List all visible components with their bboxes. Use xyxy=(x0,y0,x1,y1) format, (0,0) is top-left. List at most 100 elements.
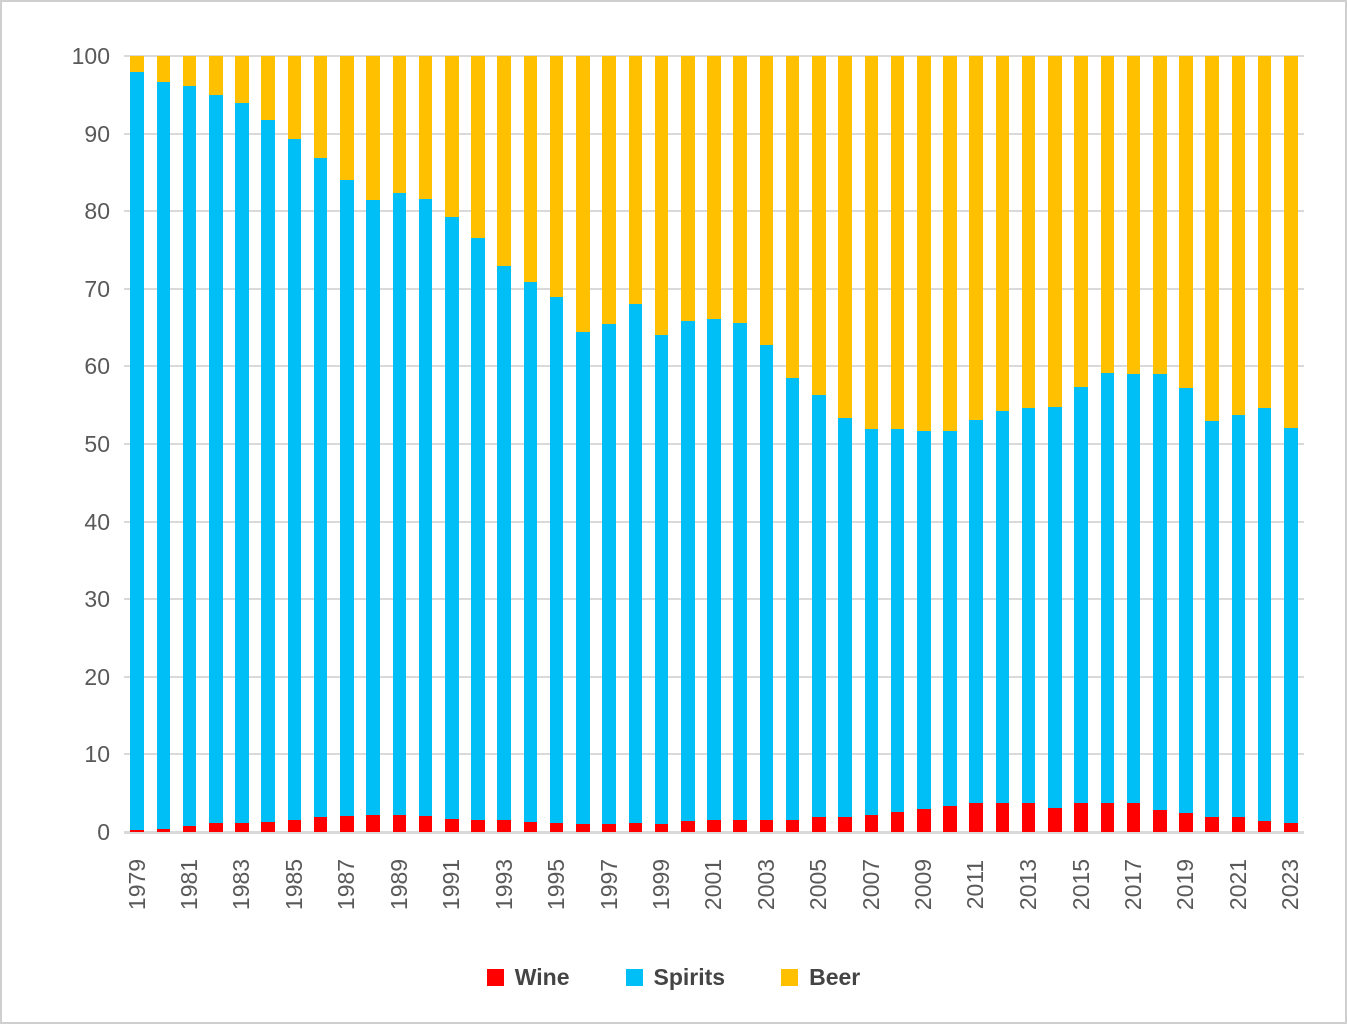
bar-segment-wine-2016 xyxy=(1100,802,1115,832)
bar-segment-spirits-1979 xyxy=(130,72,144,830)
bar-segment-beer-1998 xyxy=(628,56,643,305)
bar-segment-spirits-1984 xyxy=(261,119,275,822)
y-axis-labels: 0 10 20 30 40 50 60 70 80 90 100 xyxy=(2,2,110,1022)
bar-segment-wine-1985 xyxy=(287,819,302,832)
bar-segment-beer-2014 xyxy=(1048,56,1062,407)
bar-segment-beer-2006 xyxy=(838,56,852,419)
bar-segment-spirits-1993 xyxy=(497,265,511,821)
bar-segment-spirits-2015 xyxy=(1074,387,1088,804)
x-tick-label-2001: 2001 xyxy=(701,842,727,926)
bar-segment-spirits-1991 xyxy=(445,217,459,819)
x-tick-label-text: 2021 xyxy=(1224,858,1251,910)
bar-segment-wine-2020 xyxy=(1205,817,1219,832)
x-tick-label-2003: 2003 xyxy=(753,842,779,926)
bar-segment-spirits-1990 xyxy=(418,198,433,817)
bar-segment-wine-1984 xyxy=(261,821,275,832)
legend-swatch-beer xyxy=(781,969,799,986)
bar-segment-spirits-2017 xyxy=(1126,374,1141,803)
bar-segment-wine-1980 xyxy=(156,828,171,832)
x-tick-label-1979: 1979 xyxy=(124,842,150,926)
bar-segment-beer-2017 xyxy=(1126,56,1141,375)
x-tick-label-text: 1999 xyxy=(648,858,675,910)
bar-segment-beer-2009 xyxy=(917,56,931,431)
bar-segment-wine-2002 xyxy=(733,820,747,832)
bar-segment-spirits-1981 xyxy=(182,86,197,826)
bar-segment-wine-2001 xyxy=(707,819,721,832)
x-tick-label-1993: 1993 xyxy=(491,842,517,926)
bar-segment-beer-1985 xyxy=(287,56,302,140)
x-tick-label-text: 2019 xyxy=(1172,858,1199,910)
x-tick-label-text: 2005 xyxy=(805,858,832,910)
x-tick-label-text: 2023 xyxy=(1277,858,1304,910)
bar-segment-wine-2021 xyxy=(1231,817,1246,832)
x-tick-label-1981: 1981 xyxy=(176,842,203,926)
bar-segment-beer-1987 xyxy=(340,56,354,181)
bar-segment-spirits-2005 xyxy=(812,395,826,818)
x-tick-label-2007: 2007 xyxy=(858,842,884,926)
bar-segment-wine-2000 xyxy=(681,821,695,832)
bar-segment-beer-1986 xyxy=(313,56,328,158)
x-tick-label-text: 2011 xyxy=(962,859,989,909)
bar-segment-wine-1990 xyxy=(418,816,433,832)
x-axis-line xyxy=(124,831,1304,834)
bar-segment-beer-1991 xyxy=(445,56,459,218)
bar-segment-beer-2018 xyxy=(1153,56,1167,375)
bar-segment-wine-2003 xyxy=(759,819,774,832)
bar-segment-wine-1999 xyxy=(654,824,669,832)
bar-segment-spirits-1995 xyxy=(549,297,564,824)
bar-segment-spirits-1994 xyxy=(523,281,538,822)
bar-segment-wine-2012 xyxy=(995,802,1010,832)
bar-segment-beer-1992 xyxy=(471,56,485,239)
x-tick-label-1985: 1985 xyxy=(281,842,307,926)
y-tick-label-50: 50 xyxy=(84,431,110,457)
bar-segment-spirits-2018 xyxy=(1153,374,1167,810)
y-tick-label-70: 70 xyxy=(84,275,110,302)
y-tick-label-20: 20 xyxy=(84,663,110,690)
x-tick-label-text: 1993 xyxy=(490,858,517,910)
y-tick-label-90: 90 xyxy=(84,120,110,147)
bar-segment-wine-1992 xyxy=(471,819,485,832)
x-tick-label-1997: 1997 xyxy=(596,842,622,926)
x-tick-label-2013: 2013 xyxy=(1015,842,1042,926)
bar-segment-wine-2010 xyxy=(943,805,957,832)
bar-segment-wine-1979 xyxy=(130,829,144,832)
bar-segment-wine-2014 xyxy=(1048,807,1062,832)
bar-segment-wine-1998 xyxy=(628,823,643,832)
bar-segment-wine-1996 xyxy=(576,824,590,832)
y-tick-label-30: 30 xyxy=(84,586,110,613)
bar-segment-spirits-2001 xyxy=(707,319,721,820)
bar-segment-beer-1995 xyxy=(549,56,564,298)
x-tick-label-text: 2013 xyxy=(1015,858,1042,910)
bar-segment-beer-2003 xyxy=(759,56,774,345)
y-tick-label-100: 100 xyxy=(71,43,110,69)
bar-segment-spirits-1998 xyxy=(628,304,643,824)
bar-segment-beer-1997 xyxy=(602,56,616,324)
bar-segment-wine-1987 xyxy=(340,816,354,832)
bar-segment-wine-1993 xyxy=(497,820,511,832)
bar-segment-beer-2022 xyxy=(1257,56,1272,408)
bar-segment-beer-1996 xyxy=(576,56,590,333)
bar-segment-beer-2015 xyxy=(1074,56,1088,388)
bar-segment-wine-2004 xyxy=(785,819,800,832)
bar-segment-beer-1993 xyxy=(497,56,511,266)
bar-segment-beer-2010 xyxy=(943,56,957,431)
x-tick-label-1989: 1989 xyxy=(386,842,412,926)
bar-segment-wine-2022 xyxy=(1257,821,1272,832)
bar-segment-beer-2019 xyxy=(1179,56,1193,389)
bar-segment-beer-2020 xyxy=(1205,56,1219,421)
x-tick-label-text: 1991 xyxy=(438,858,465,910)
x-tick-label-text: 2017 xyxy=(1120,858,1147,910)
legend-label-spirits: Spirits xyxy=(653,964,726,990)
bar-segment-wine-1994 xyxy=(523,821,538,832)
bar-segment-spirits-1989 xyxy=(392,193,407,815)
bar-segment-wine-2005 xyxy=(812,817,826,832)
bar-segment-spirits-1982 xyxy=(209,94,223,824)
bar-segment-wine-1986 xyxy=(313,817,328,832)
bar-segment-spirits-2014 xyxy=(1048,406,1062,808)
bar-segment-spirits-2022 xyxy=(1257,407,1272,822)
y-tick-label-0: 0 xyxy=(97,819,110,845)
bar-segment-beer-2011 xyxy=(969,56,983,420)
bar-segment-beer-2004 xyxy=(785,56,800,379)
bar-segment-spirits-2011 xyxy=(969,419,983,803)
bar-segment-spirits-2010 xyxy=(943,430,957,806)
